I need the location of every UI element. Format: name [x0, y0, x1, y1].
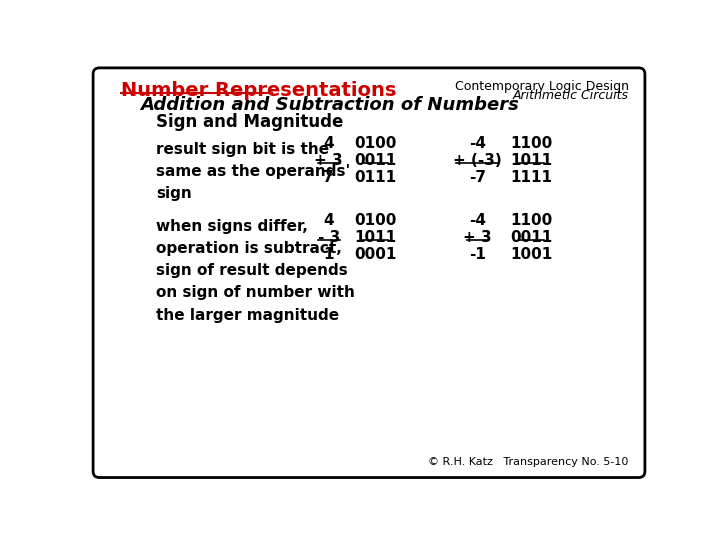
Text: 1100: 1100 — [510, 213, 553, 228]
Text: Number Representations: Number Representations — [121, 81, 397, 100]
Text: -4: -4 — [469, 213, 486, 228]
FancyBboxPatch shape — [93, 68, 645, 477]
Text: 0100: 0100 — [354, 136, 397, 151]
Text: - 3: - 3 — [318, 230, 340, 245]
Text: 0011: 0011 — [510, 230, 553, 245]
Text: -1: -1 — [469, 247, 486, 261]
Text: Sign and Magnitude: Sign and Magnitude — [156, 113, 343, 131]
Text: 1001: 1001 — [510, 247, 553, 261]
Text: Addition and Subtraction of Numbers: Addition and Subtraction of Numbers — [140, 96, 519, 113]
Text: + (-3): + (-3) — [453, 153, 502, 167]
Text: 0011: 0011 — [354, 153, 396, 167]
Text: 1100: 1100 — [510, 136, 553, 151]
Text: Contemporary Logic Design: Contemporary Logic Design — [454, 80, 629, 93]
Text: when signs differ,
operation is subtract,
sign of result depends
on sign of numb: when signs differ, operation is subtract… — [156, 219, 355, 322]
Text: 0111: 0111 — [354, 170, 396, 185]
Text: 1011: 1011 — [510, 153, 553, 167]
Text: 7: 7 — [323, 170, 334, 185]
Text: 1111: 1111 — [510, 170, 553, 185]
Text: 0100: 0100 — [354, 213, 397, 228]
Text: 4: 4 — [323, 213, 334, 228]
Text: + 3: + 3 — [463, 230, 492, 245]
Text: 4: 4 — [323, 136, 334, 151]
Text: 0001: 0001 — [354, 247, 397, 261]
Text: Arithmetic Circuits: Arithmetic Circuits — [513, 90, 629, 103]
Text: -4: -4 — [469, 136, 486, 151]
Text: -7: -7 — [469, 170, 486, 185]
Text: 1011: 1011 — [354, 230, 396, 245]
Text: 1: 1 — [323, 247, 334, 261]
Text: result sign bit is the
same as the operands'
sign: result sign bit is the same as the opera… — [156, 142, 350, 201]
Text: + 3: + 3 — [315, 153, 343, 167]
Text: © R.H. Katz   Transparency No. 5-10: © R.H. Katz Transparency No. 5-10 — [428, 457, 629, 467]
